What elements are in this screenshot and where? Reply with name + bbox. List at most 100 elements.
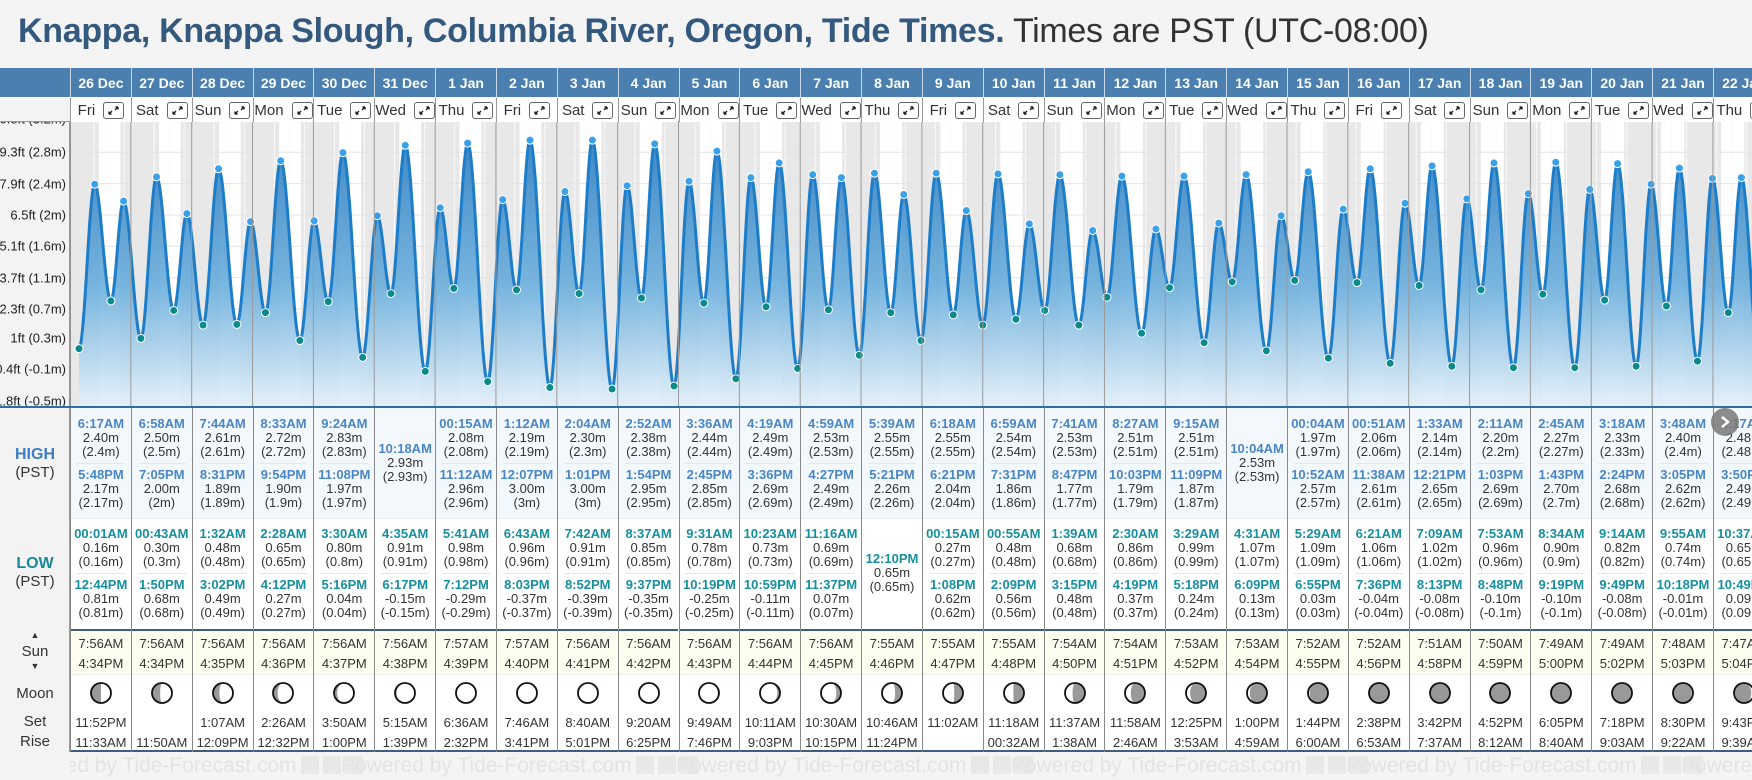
low-tide-entry: 1:50PM 0.68m (0.68m)	[139, 577, 185, 620]
logo-icon	[679, 756, 698, 774]
timezone-note: Times are PST (UTC-08:00)	[1012, 12, 1429, 50]
expand-day-button[interactable]	[1081, 101, 1103, 119]
high-tide-time: 5:21PM	[869, 466, 915, 482]
expand-day-button[interactable]	[1444, 101, 1466, 119]
high-tide-height: 2.00m	[143, 480, 180, 496]
sun-cell: 7:53AM 4:54PM	[1227, 629, 1287, 674]
expand-day-button[interactable]	[103, 101, 125, 119]
low-tide-time: 9:31AM	[686, 525, 733, 541]
expand-icon	[1206, 105, 1219, 116]
date-header: 16 Jan	[1347, 68, 1409, 98]
moonset-time: 12:25PM	[1170, 715, 1223, 730]
expand-day-button[interactable]	[529, 101, 551, 119]
expand-day-button[interactable]	[1381, 101, 1403, 119]
y-axis-label: 3.7ft (1.1m)	[0, 270, 66, 286]
expand-day-button[interactable]	[229, 101, 251, 119]
moon-cell: 10:46AM 11:24PM	[862, 674, 922, 752]
sun-cell: 7:54AM 4:50PM	[1044, 629, 1105, 674]
expand-day-button[interactable]	[1202, 101, 1224, 119]
expand-day-button[interactable]	[776, 101, 798, 119]
expand-day-button[interactable]	[291, 101, 313, 119]
next-days-button[interactable]	[1711, 408, 1739, 436]
high-tide-height: 2.20m	[1482, 429, 1519, 445]
high-tide-point	[1303, 167, 1313, 177]
low-tide-entry: 12:10PM 0.65m (0.65m)	[866, 552, 919, 594]
sunset-time: 4:51PM	[1112, 656, 1158, 671]
expand-day-button[interactable]	[1265, 101, 1287, 119]
high-tide-point	[1646, 179, 1656, 189]
expand-day-button[interactable]	[350, 101, 372, 119]
expand-day-button[interactable]	[955, 101, 977, 119]
expand-day-button[interactable]	[472, 101, 494, 119]
expand-day-button[interactable]	[1324, 101, 1346, 119]
high-tide-point	[119, 196, 129, 206]
date-header: 19 Jan	[1530, 68, 1591, 98]
expand-icon	[722, 105, 735, 116]
moonrise-time: 1:39PM	[382, 735, 428, 750]
high-tide-time: 1:33AM	[1416, 415, 1463, 431]
expand-day-button[interactable]	[655, 101, 677, 119]
weekday-cell: Thu	[1287, 98, 1348, 122]
expand-day-button[interactable]	[839, 101, 861, 119]
expand-day-button[interactable]	[1143, 101, 1165, 119]
high-tide-time: 1:54PM	[625, 466, 672, 482]
low-tide-height-alt: (0.37m)	[1112, 604, 1158, 620]
moonset-time: 1:07AM	[200, 715, 246, 730]
low-tide-height: 0.04m	[326, 590, 363, 606]
moon-cell: 8:30PM 9:22AM	[1653, 674, 1713, 752]
expand-icon	[476, 105, 489, 116]
low-tide-point	[1323, 353, 1333, 363]
expand-icon	[1022, 105, 1035, 116]
weekday-cell: Sun	[191, 98, 253, 122]
expand-icon	[902, 105, 915, 116]
high-tide-time: 11:12AM	[439, 466, 493, 482]
high-tides-cell: 00:51AM 2.06m (2.06m) 11:38AM 2.61m (2.61m)	[1348, 408, 1409, 518]
high-tide-point	[435, 203, 445, 213]
weekday-cell: Mon	[252, 98, 314, 122]
low-tide-height-alt: (0.62m)	[930, 604, 976, 620]
low-tide-entry: 6:17PM -0.15m (-0.15m)	[381, 577, 430, 620]
logo-icon	[300, 756, 319, 774]
weekday-cell: Thu	[861, 98, 922, 122]
low-tide-entry: 5:29AM 1.09m (1.09m)	[1295, 526, 1341, 569]
expand-day-button[interactable]	[592, 101, 614, 119]
sunset-time: 4:48PM	[991, 656, 1037, 671]
expand-day-button[interactable]	[166, 101, 188, 119]
expand-day-button[interactable]	[1691, 101, 1713, 119]
low-tide-point	[1476, 285, 1486, 295]
high-tides-cell: 3:18AM 2.33m (2.33m) 2:24PM 2.68m (2.68m)	[1592, 408, 1653, 518]
sunrise-time: 7:52AM	[1295, 636, 1341, 651]
high-tide-height: 2.96m	[447, 480, 485, 496]
expand-day-button[interactable]	[898, 101, 920, 119]
weekday-cell: Mon	[678, 98, 740, 122]
expand-day-button[interactable]	[1018, 101, 1040, 119]
weekday-label: Mon	[1106, 101, 1136, 119]
sun-cell: 7:56AM 4:45PM	[801, 629, 862, 674]
expand-icon	[1511, 105, 1524, 116]
entry-divider	[1415, 565, 1464, 574]
moonrise-time: 9:22AM	[1660, 735, 1706, 750]
expand-day-button[interactable]	[1628, 101, 1650, 119]
low-tide-height: -0.15m	[384, 590, 426, 606]
sunrise-time: 7:52AM	[1356, 636, 1402, 651]
low-tide-height-alt: (0.8m)	[325, 553, 364, 569]
moon-cell: 10:11AM 9:03PM	[740, 674, 801, 752]
sunrise-time: 7:53AM	[1173, 636, 1219, 651]
entry-divider	[1233, 565, 1281, 574]
high-tide-time: 4:59AM	[807, 415, 855, 431]
high-tide-height-alt: (2.85m)	[687, 494, 732, 510]
high-tide-height-alt: (2.5m)	[142, 443, 181, 459]
low-tide-point	[232, 319, 242, 329]
expand-day-button[interactable]	[1750, 101, 1752, 119]
expand-day-button[interactable]	[1507, 101, 1529, 119]
low-tide-entry: 5:41AM 0.98m (0.98m)	[443, 526, 489, 569]
expand-day-button[interactable]	[1569, 101, 1591, 119]
low-tide-entry: 7:09AM 1.02m (1.02m)	[1416, 526, 1462, 569]
day-column: 5:39AM 2.55m (2.55m) 5:21PM 2.26m (2.26m) 12:…	[861, 408, 922, 752]
low-tides-cell: 9:14AM 0.82m (0.82m) 9:49PM -0.08m (-0.08m)	[1592, 518, 1653, 627]
expand-day-button[interactable]	[413, 101, 435, 119]
day-column: 6:58AM 2.50m (2.5m) 7:05PM 2.00m (2m) 00:43AM…	[130, 408, 192, 752]
high-tide-point	[276, 156, 286, 166]
expand-day-button[interactable]	[717, 101, 739, 119]
low-tide-time: 6:21AM	[1355, 525, 1402, 541]
